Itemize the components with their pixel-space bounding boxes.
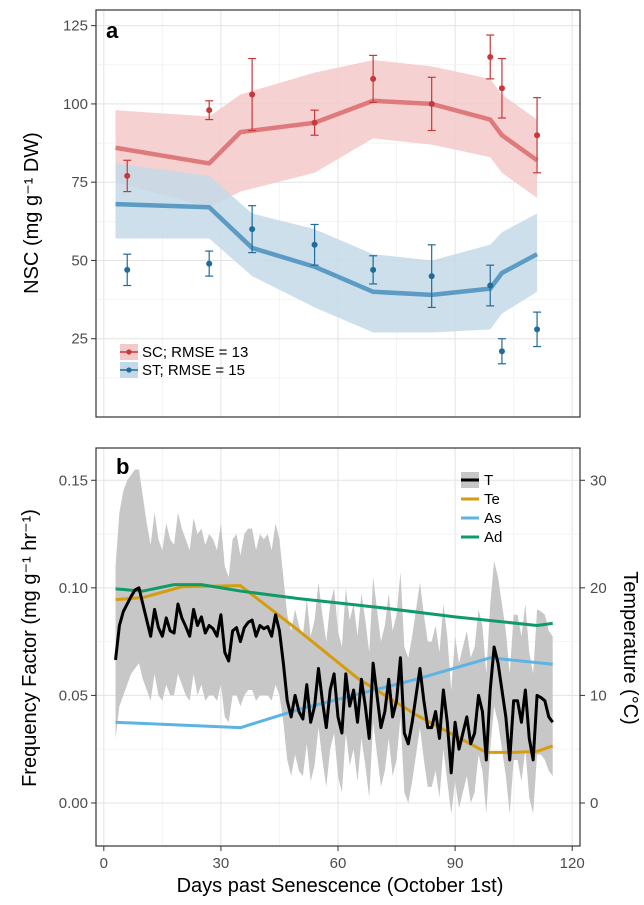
panel-b-x-tick-label: 60	[330, 855, 347, 872]
observation-SC	[310, 109, 319, 136]
panel-b-y2-tick-label: 0	[590, 795, 598, 812]
model-line-ST	[115, 201, 539, 298]
observation-ST	[205, 250, 214, 277]
panel-b-x-tick-label: 90	[447, 855, 464, 872]
panel-b-series-lines	[114, 583, 554, 775]
panel-b-y2-tick-label: 30	[590, 472, 607, 489]
observation-ST	[486, 264, 495, 307]
panel-a-y-tick-label: 25	[71, 331, 88, 348]
legend-label-T: T	[484, 472, 493, 489]
panel-a-border	[95, 9, 581, 418]
observation-SC	[123, 159, 132, 193]
observation-SC	[205, 100, 214, 121]
panel-b: 0.00 0.05 0.10 0.15 0 10 20 30 0 30 60 90 120 b Fr…	[19, 447, 641, 897]
panel-b-label: b	[116, 454, 129, 479]
observation-SC	[533, 97, 542, 174]
panel-a-y-tick-label: 75	[71, 174, 88, 191]
observation-ST	[123, 253, 132, 287]
legend-item-SC: SC; RMSE = 13	[120, 344, 248, 361]
series-line-As	[115, 656, 553, 730]
panel-b-y-tick-label: 0.10	[59, 580, 88, 597]
x-axis-label: Days past Senescence (October 1st)	[177, 875, 504, 897]
observation-SC	[369, 54, 378, 103]
series-line-T	[114, 586, 554, 775]
panel-b-x-tick-label: 30	[213, 855, 230, 872]
panel-a-observations	[123, 34, 542, 365]
observation-ST	[248, 205, 257, 254]
series-line-Te	[115, 584, 554, 754]
panel-a-y-tick-label: 50	[71, 252, 88, 269]
observation-ST	[497, 338, 506, 365]
panel-a-y-ticks: 25 50 75 100 125	[63, 18, 96, 348]
legend-item-Ad: Ad	[461, 529, 502, 546]
panel-a-y-tick-label: 125	[63, 18, 88, 35]
temperature-band	[115, 469, 553, 814]
legend-item-T: T	[461, 472, 493, 489]
panel-a-y-axis-label: NSC (mg g⁻¹ DW)	[21, 132, 43, 294]
legend-item-As: As	[461, 510, 502, 527]
panel-b-y2-axis-label: Temperature (°C)	[619, 571, 641, 725]
series-line-Ad	[115, 583, 553, 627]
panel-a-y-tick-label: 100	[63, 96, 88, 113]
observation-SC	[486, 34, 495, 80]
panel-b-temperature-band	[115, 469, 553, 814]
panel-a: 25 50 75 100 125 a NSC (mg g⁻¹ DW) SC; RMSE …	[21, 9, 581, 418]
panel-b-y-tick-label: 0.05	[59, 687, 88, 704]
panel-b-y2-tick-label: 10	[590, 687, 607, 704]
legend-label-SC: SC; RMSE = 13	[142, 344, 248, 361]
panel-b-y2-tick-label: 20	[590, 580, 607, 597]
observation-SC	[427, 76, 436, 132]
legend-label-Te: Te	[484, 491, 500, 508]
legend-item-ST: ST; RMSE = 15	[120, 362, 245, 379]
observation-SC	[248, 57, 257, 132]
observation-SC	[497, 57, 506, 119]
panel-b-y-tick-label: 0.00	[59, 795, 88, 812]
panel-a-label: a	[106, 18, 119, 43]
legend-label-ST: ST; RMSE = 15	[142, 362, 245, 379]
panel-b-x-ticks: 0 30 60 90 120	[100, 846, 585, 872]
panel-b-legend: T Te As Ad	[461, 472, 502, 546]
panel-b-y-axis-label: Frequency Factor (mg g⁻¹ hr⁻¹)	[19, 509, 41, 787]
observation-ST	[533, 311, 542, 348]
legend-label-Ad: Ad	[484, 529, 502, 546]
panel-b-x-tick-label: 120	[560, 855, 585, 872]
observation-ST	[427, 244, 436, 309]
legend-label-As: As	[484, 510, 502, 527]
panel-b-x-tick-label: 0	[100, 855, 108, 872]
panel-b-right-y-ticks: 0 10 20 30	[580, 472, 607, 812]
observation-ST	[369, 255, 378, 285]
panel-b-left-y-ticks: 0.00 0.05 0.10 0.15	[59, 472, 96, 812]
legend-item-Te: Te	[461, 491, 500, 508]
panel-b-y-tick-label: 0.15	[59, 472, 88, 489]
observation-ST	[310, 223, 319, 266]
